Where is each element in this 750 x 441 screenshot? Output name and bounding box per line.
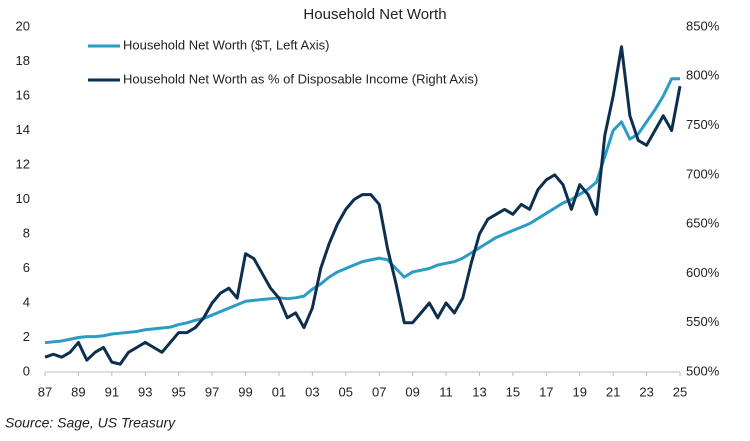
x-tick-label: 07 [372, 384, 386, 399]
x-tick-label: 03 [305, 384, 319, 399]
x-tick-label: 99 [238, 384, 252, 399]
legend-label: Household Net Worth as % of Disposable I… [123, 71, 478, 86]
source-note: Source: Sage, US Treasury [5, 415, 176, 431]
x-tick-label: 11 [439, 384, 453, 399]
x-tick-label: 19 [573, 384, 587, 399]
y2-tick-label: 850% [686, 18, 720, 33]
y-tick-label: 0 [23, 363, 30, 378]
x-tick-label: 97 [205, 384, 219, 399]
y-tick-label: 4 [23, 294, 30, 309]
x-tick-label: 91 [105, 384, 119, 399]
y2-tick-label: 500% [686, 363, 720, 378]
x-tick-label: 21 [606, 384, 620, 399]
x-tick-label: 13 [472, 384, 486, 399]
y2-tick-label: 600% [686, 265, 720, 280]
chart-title: Household Net Worth [303, 6, 446, 23]
y-tick-label: 2 [23, 329, 30, 344]
y-tick-label: 14 [16, 122, 30, 137]
x-tick-label: 87 [38, 384, 52, 399]
x-tick-label: 05 [339, 384, 353, 399]
x-tick-label: 95 [171, 384, 185, 399]
x-tick-label: 89 [71, 384, 85, 399]
y-tick-label: 18 [16, 53, 30, 68]
y-tick-label: 20 [16, 18, 30, 33]
y2-tick-label: 750% [686, 117, 720, 132]
y-tick-label: 8 [23, 225, 30, 240]
y2-tick-label: 800% [686, 68, 720, 83]
y2-tick-label: 550% [686, 314, 720, 329]
y-tick-label: 12 [16, 156, 30, 171]
y-tick-label: 16 [16, 87, 30, 102]
x-tick-label: 09 [405, 384, 419, 399]
x-tick-label: 93 [138, 384, 152, 399]
x-tick-label: 01 [272, 384, 286, 399]
x-tick-label: 17 [539, 384, 553, 399]
x-tick-label: 23 [639, 384, 653, 399]
x-tick-label: 25 [673, 384, 687, 399]
x-tick-label: 15 [506, 384, 520, 399]
y-tick-label: 10 [16, 191, 30, 206]
legend-label: Household Net Worth ($T, Left Axis) [123, 37, 329, 52]
y-tick-label: 6 [23, 260, 30, 275]
y2-tick-label: 650% [686, 216, 720, 231]
series-line [44, 77, 680, 345]
series-line [44, 45, 682, 366]
y2-tick-label: 700% [686, 166, 720, 181]
